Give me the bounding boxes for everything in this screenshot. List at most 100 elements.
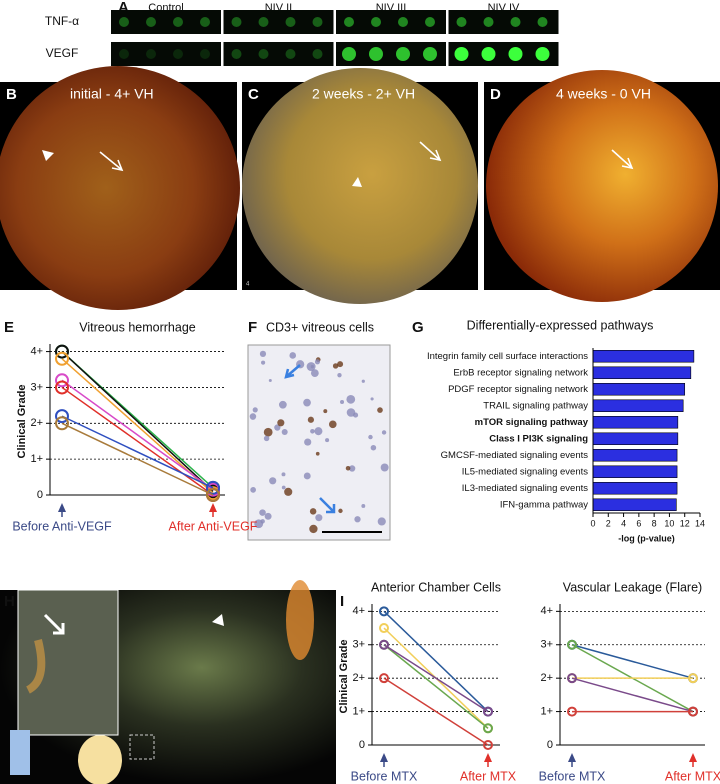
data-point xyxy=(55,351,69,366)
bar xyxy=(592,498,677,511)
arrow xyxy=(419,141,442,162)
x-tick-label: Before MTX xyxy=(351,769,418,783)
blot-dot xyxy=(146,17,156,27)
y-tick-label: 0 xyxy=(547,739,553,751)
bar xyxy=(592,416,679,429)
blot-dot xyxy=(146,49,156,59)
series-line xyxy=(571,644,694,679)
cell xyxy=(277,419,285,427)
cell xyxy=(370,397,374,401)
blot-dot xyxy=(369,47,383,61)
arrow xyxy=(319,497,336,514)
cell xyxy=(381,430,387,435)
blot-dot xyxy=(200,17,210,27)
blot-dot xyxy=(200,49,210,59)
cell xyxy=(323,409,328,414)
photo-caption: initial - 4+ VH xyxy=(70,86,154,102)
panel-letter: B xyxy=(6,86,17,103)
cell xyxy=(325,438,330,443)
x-tick-label: 12 xyxy=(680,518,690,528)
cell xyxy=(354,516,361,523)
blot-dot xyxy=(508,47,523,61)
photo-caption: 4 weeks - 0 VH xyxy=(556,86,651,102)
panel-title: CD3+ vitreous cells xyxy=(266,320,374,334)
fundus-photo xyxy=(0,66,240,310)
cell xyxy=(377,517,386,526)
x-tick-label: 14 xyxy=(695,518,705,528)
cell xyxy=(345,465,351,471)
cells xyxy=(249,350,389,534)
cell xyxy=(338,508,343,514)
reflection xyxy=(78,735,122,784)
photo-caption: 2 weeks - 2+ VH xyxy=(312,86,415,102)
cell xyxy=(303,472,311,480)
panel-letter: F xyxy=(248,319,257,336)
cell xyxy=(249,413,257,420)
blot-dot xyxy=(119,17,129,27)
y-tick-label: mTOR signaling pathway xyxy=(475,417,589,428)
series-line xyxy=(61,422,214,496)
data-point xyxy=(567,673,577,684)
y-tick-label: 3+ xyxy=(352,639,365,651)
series-line xyxy=(61,386,214,496)
y-tick-label: 3+ xyxy=(30,381,43,393)
blot-dot xyxy=(456,17,467,27)
data-point xyxy=(55,380,69,395)
y-tick-label: 2+ xyxy=(540,672,553,684)
cell xyxy=(380,463,389,472)
reflection xyxy=(10,730,30,775)
cell xyxy=(309,524,318,534)
blot-dot xyxy=(285,17,296,27)
category-arrow xyxy=(484,753,492,762)
cell xyxy=(278,400,287,409)
series-line xyxy=(383,677,489,746)
y-tick-label: Class I PI3K signaling xyxy=(489,433,588,444)
x-tick-label: Before MTX xyxy=(539,769,606,783)
series-line xyxy=(61,379,214,491)
y-tick-label: IL5-mediated signaling events xyxy=(462,466,588,477)
blot-dot xyxy=(510,17,521,27)
panel-letter: H xyxy=(4,593,15,610)
y-tick-label: IL3-mediated signaling events xyxy=(462,483,588,494)
cell xyxy=(346,394,356,404)
blot-dot xyxy=(231,17,242,27)
series-line xyxy=(383,644,489,713)
y-tick-label: ErbB receptor signaling network xyxy=(453,367,588,378)
cell xyxy=(361,379,365,383)
x-tick-label: After MTX xyxy=(665,769,720,783)
data-point xyxy=(206,480,220,495)
cell xyxy=(315,514,323,522)
x-tick-label: After MTX xyxy=(460,769,517,783)
cell xyxy=(314,427,323,436)
series-line xyxy=(571,677,694,713)
cell xyxy=(310,428,315,434)
x-tick-label: 10 xyxy=(664,518,674,528)
series-line xyxy=(61,415,214,489)
data-point xyxy=(379,639,389,650)
data-point xyxy=(379,673,389,684)
cell xyxy=(281,485,286,490)
cell xyxy=(377,407,383,413)
data-point xyxy=(483,706,493,717)
arrow xyxy=(43,613,65,635)
data-point xyxy=(483,723,493,734)
chart-title: Vitreous hemorrhage xyxy=(79,320,196,334)
y-tick-label: 2+ xyxy=(352,672,365,684)
y-axis-label: Clinical Grade xyxy=(338,640,350,714)
data-point xyxy=(567,706,577,717)
x-tick-label: 6 xyxy=(636,518,641,528)
fundus-photo xyxy=(486,70,718,302)
cell xyxy=(329,420,337,429)
cell xyxy=(263,427,273,437)
cell xyxy=(264,512,272,520)
y-tick-label: 4+ xyxy=(540,605,553,617)
x-tick-label: 4 xyxy=(621,518,626,528)
y-axis-label: Clinical Grade xyxy=(16,385,28,459)
cell xyxy=(250,487,256,493)
panel-letter: A xyxy=(118,0,129,16)
panel-letter: I xyxy=(340,593,344,610)
arrow xyxy=(99,151,124,172)
row-label: TNF-α xyxy=(45,14,79,28)
blot-dot xyxy=(231,49,242,59)
cell xyxy=(261,360,266,365)
